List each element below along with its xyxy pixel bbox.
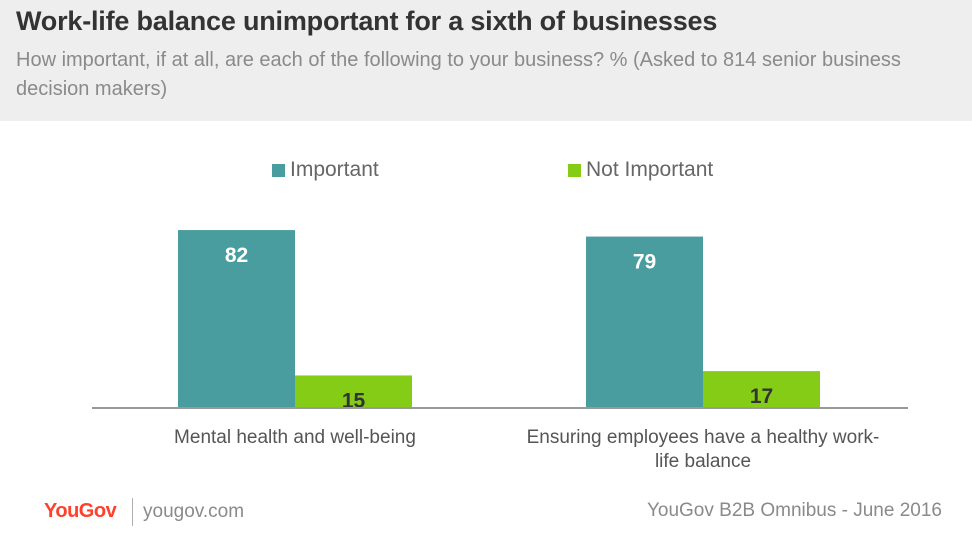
bar-important-0 [178,230,295,408]
bar-not-important-0 [295,375,412,408]
chart-subtitle: How important, if at all, are each of th… [16,49,901,100]
category-label-0: Mental health and well-being [174,427,416,448]
data-label-important-1: 79 [633,251,656,274]
yougov-logo: YouGov [44,500,117,522]
footer-source: YouGov B2B Omnibus - June 2016 [646,500,942,521]
chart-title: Work-life balance unimportant for a sixt… [16,6,718,36]
bar-not-important-1 [703,371,820,408]
legend-item-not-important: Not Important [568,158,713,182]
legend-label-important: Important [290,158,379,181]
data-label-important-0: 82 [225,244,248,267]
footer-divider [132,498,133,526]
footer-site-link[interactable]: yougov.com [143,501,245,522]
category-label-1: Ensuring employees have a healthy work-l… [527,427,880,472]
data-label-not-important-1: 17 [750,385,773,408]
data-label-not-important-0: 15 [342,389,366,412]
legend-label-not-important: Not Important [586,158,714,181]
header-banner: Work-life balance unimportant for a sixt… [0,0,972,121]
legend-swatch-important [272,163,285,177]
legend-swatch-not-important [568,163,581,177]
bar-important-1 [586,236,703,408]
legend-item-important: Important [272,158,379,182]
